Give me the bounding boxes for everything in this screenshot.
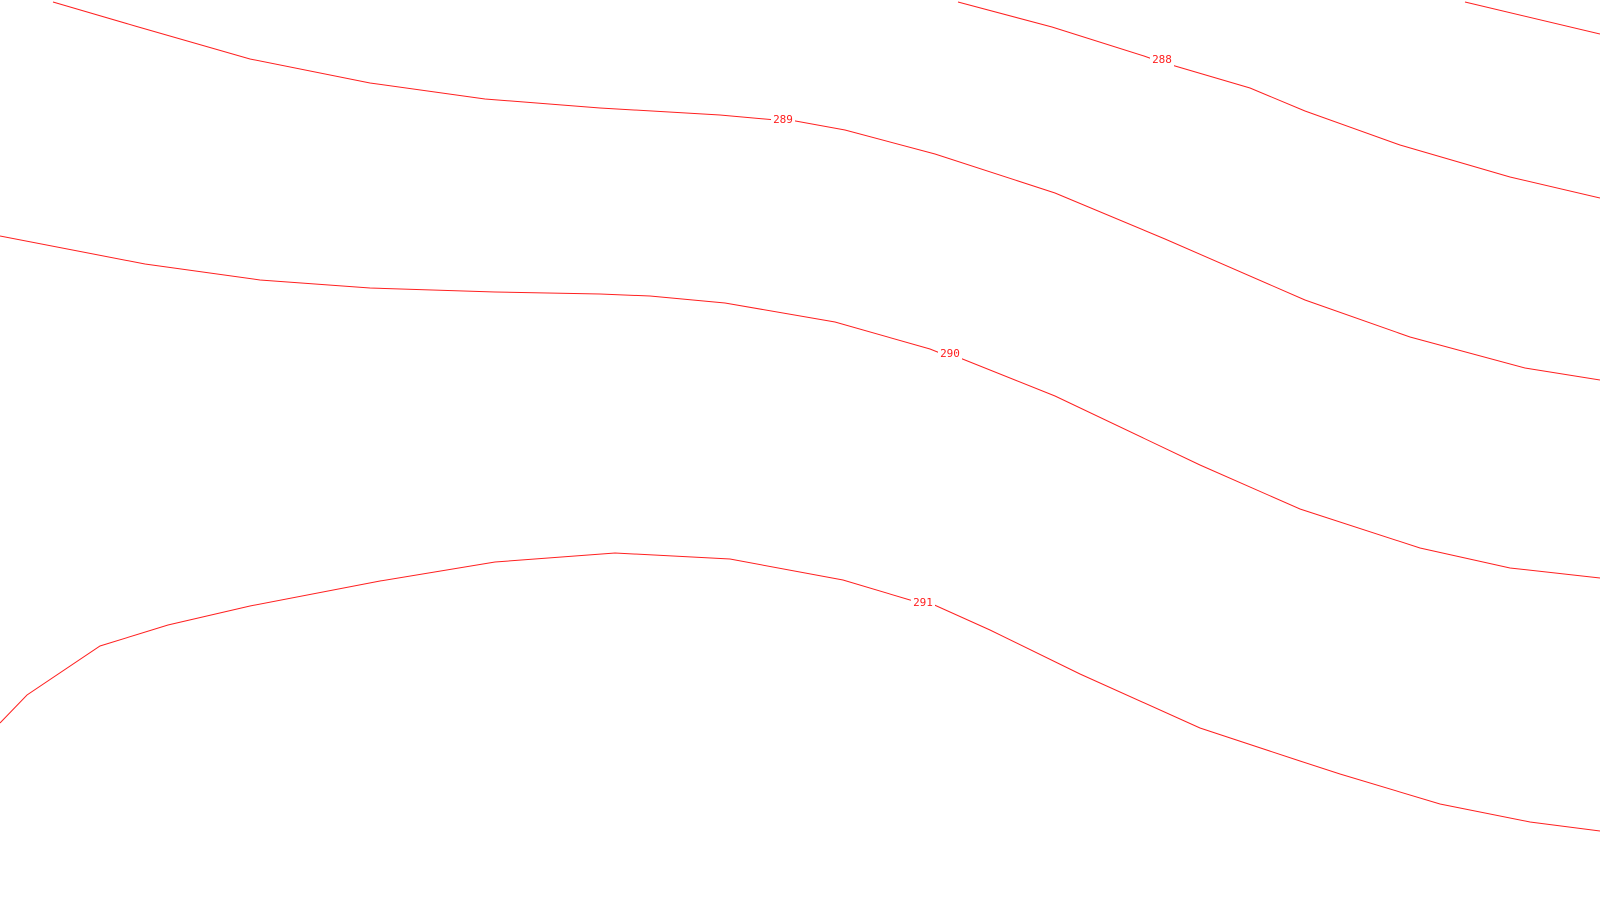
contour-label-288: 288 <box>1152 53 1172 66</box>
contour-line-289 <box>52 1 1600 381</box>
contour-line-291 <box>0 552 1600 832</box>
contour-label-291: 291 <box>913 596 933 609</box>
contour-label-backing <box>1150 53 1174 67</box>
contour-line-290 <box>0 235 1600 579</box>
contour-label-289: 289 <box>773 113 793 126</box>
contour-line-288 <box>957 1 1600 199</box>
contour-label-backing <box>938 347 962 361</box>
contour-label-backing <box>911 596 935 610</box>
contour-line-edge <box>1464 1 1600 35</box>
contour-label-290: 290 <box>940 347 960 360</box>
contour-lines <box>0 1 1600 832</box>
contour-label-backing <box>771 113 795 127</box>
contour-labels: 288 289 290 291 <box>771 53 1174 610</box>
